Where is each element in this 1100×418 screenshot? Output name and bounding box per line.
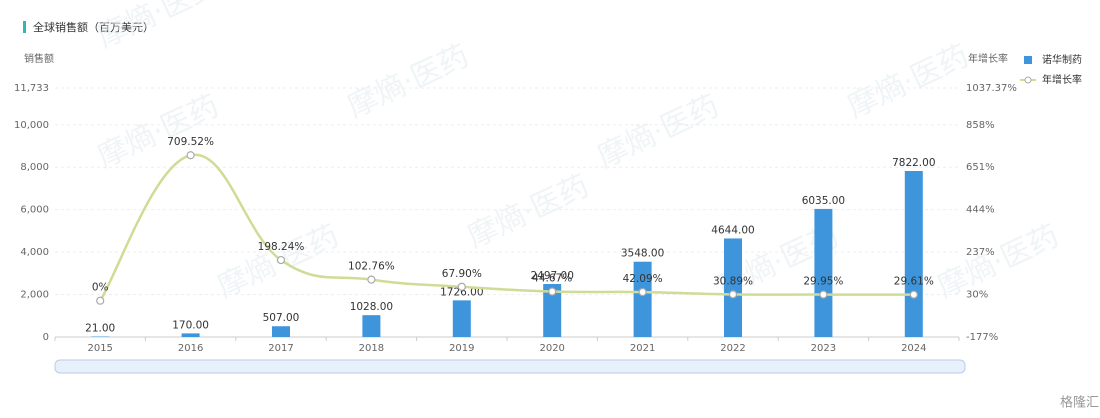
line-value-label: 102.76%	[348, 261, 395, 273]
x-tick-label: 2023	[811, 343, 836, 354]
bar-value-label: 1726.00	[440, 286, 483, 298]
line-point	[186, 151, 195, 160]
bar	[543, 284, 562, 337]
line-point	[728, 290, 738, 299]
bar-value-label: 7822.00	[892, 157, 935, 169]
line-point	[638, 287, 647, 297]
x-tick-label: 2015	[87, 343, 112, 354]
y2-tick-label: 651%	[966, 162, 995, 173]
line-value-label: 0%	[92, 282, 109, 294]
line-value-label: 67.90%	[442, 268, 482, 280]
y-tick-label: 8,000	[20, 162, 49, 173]
y2-tick-label: 858%	[966, 120, 995, 131]
y2-tick-label: 444%	[966, 205, 995, 216]
watermark: 摩熵·医药	[842, 38, 974, 124]
y-tick-label: 0	[43, 332, 49, 343]
y-tick-label: 6,000	[20, 205, 49, 216]
bar-value-label: 4644.00	[711, 224, 754, 236]
bar	[362, 315, 381, 337]
watermark: 摩熵·医药	[592, 88, 724, 174]
legend-label[interactable]: 年增长率	[1042, 73, 1082, 86]
line-value-label: 709.52%	[167, 136, 214, 148]
bar	[452, 300, 471, 337]
x-tick-label: 2022	[720, 343, 745, 354]
line-point	[276, 255, 286, 265]
line-value-label: 42.09%	[623, 273, 663, 285]
x-tick-label: 2016	[178, 343, 203, 354]
growth-line	[99, 153, 914, 302]
x-tick-label: 2024	[901, 343, 926, 354]
watermark: 摩熵·医药	[92, 88, 224, 174]
line-point	[457, 282, 466, 291]
line-point	[819, 290, 828, 299]
line-point	[548, 287, 557, 296]
bar	[904, 171, 923, 337]
watermark: 摩熵·医药	[342, 38, 474, 124]
x-tick-label: 2017	[268, 343, 293, 354]
y-tick-label: 11,733	[14, 83, 49, 94]
x-tick-label: 2019	[449, 343, 474, 354]
line-point	[96, 296, 105, 305]
bar-value-label: 3548.00	[621, 248, 664, 260]
chart-title: 全球销售额（百万美元）	[33, 20, 154, 34]
bar	[814, 208, 833, 337]
legend-label[interactable]: 诺华制药	[1042, 53, 1082, 66]
line-point	[367, 275, 376, 284]
y2-tick-label: 1037.37%	[966, 83, 1017, 94]
bar-value-label: 6035.00	[802, 195, 845, 207]
line-value-label: 29.95%	[803, 276, 843, 288]
y-tick-label: 10,000	[14, 120, 49, 131]
x-tick-label: 2018	[359, 343, 384, 354]
y2-tick-label: 237%	[966, 247, 995, 258]
title-accent	[23, 21, 26, 33]
bar-value-label: 2497.00	[530, 270, 573, 282]
bar-value-label: 507.00	[263, 312, 300, 324]
bar-value-label: 1028.00	[350, 301, 393, 313]
brand-logo: 格隆汇	[1060, 395, 1099, 411]
line-value-label: 44.67%	[532, 273, 572, 285]
line-value-label: 198.24%	[258, 241, 305, 253]
y2-tick-label: 30%	[966, 290, 988, 301]
x-tick-label: 2021	[630, 343, 655, 354]
y-axis-title: 销售额	[24, 52, 54, 65]
watermark: 摩熵·医药	[462, 168, 594, 254]
bar	[633, 261, 652, 337]
line-point	[909, 290, 918, 299]
bar	[724, 238, 742, 337]
y-tick-label: 2,000	[20, 290, 49, 301]
y2-tick-label: -177%	[966, 332, 998, 343]
line-value-label: 30.89%	[713, 275, 753, 287]
legend-swatch	[1024, 56, 1032, 64]
bar-value-label: 21.00	[85, 323, 115, 335]
bar-value-label: 170.00	[172, 319, 209, 331]
line-value-label: 29.61%	[894, 276, 934, 288]
watermark: 摩熵·医药	[92, 0, 224, 55]
bar	[181, 333, 200, 337]
watermark: 摩熵·医药	[932, 218, 1064, 304]
bar	[272, 326, 290, 337]
y2-axis-title: 年增长率	[968, 52, 1008, 65]
y-tick-label: 4,000	[20, 247, 49, 258]
x-tick-label: 2020	[539, 343, 564, 354]
zoom-slider[interactable]	[54, 359, 966, 374]
legend-swatch	[1024, 76, 1032, 84]
